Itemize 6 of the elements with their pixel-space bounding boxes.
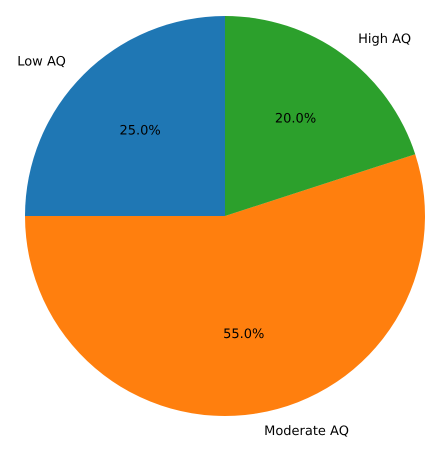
data-label: 20.0% bbox=[274, 111, 316, 126]
slice-label: High AQ bbox=[358, 32, 412, 48]
data-label: 55.0% bbox=[223, 327, 264, 342]
slice-label: Low AQ bbox=[17, 54, 66, 70]
slice-label: Moderate AQ bbox=[264, 424, 349, 439]
data-label: 25.0% bbox=[119, 124, 161, 139]
